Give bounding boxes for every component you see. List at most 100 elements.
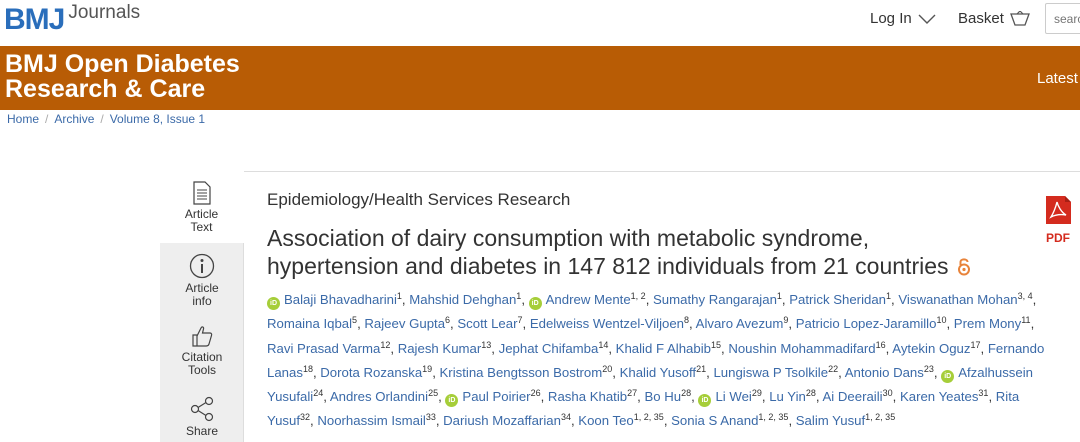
author-affiliation-sup[interactable]: 27 [627, 388, 638, 399]
orcid-icon[interactable]: iD [698, 394, 712, 408]
login-button[interactable]: Log In [870, 10, 936, 27]
author-affiliation-sup[interactable]: 1, 2, 35 [633, 412, 664, 423]
author-name-link[interactable]: Viswanathan Mohan [898, 292, 1018, 307]
author-name-link[interactable]: Andres Orlandini [329, 389, 429, 405]
author-name-link[interactable]: Paul Poirier [462, 389, 531, 405]
author-affiliation-sup[interactable]: 21 [696, 363, 707, 374]
orcid-icon[interactable]: iD [267, 297, 280, 310]
author-name-link[interactable]: Sumathy Rangarajan [653, 292, 777, 307]
author-affiliation-sup[interactable]: 6 [445, 315, 451, 326]
author-affiliation-sup[interactable]: 23 [923, 363, 934, 374]
author-name-link[interactable]: Rajeev Gupta [364, 316, 446, 332]
author-name-link[interactable]: Li Wei [715, 389, 752, 405]
author-affiliation-sup[interactable]: 1, 2 [630, 291, 646, 301]
author-affiliation-sup[interactable]: 8 [684, 315, 690, 326]
author-name-link[interactable]: Rajesh Kumar [397, 340, 482, 356]
breadcrumb-issue[interactable]: Volume 8, Issue 1 [109, 112, 206, 126]
author-affiliation-sup[interactable]: 7 [517, 315, 523, 326]
author-affiliation-sup[interactable]: 14 [598, 339, 609, 350]
author-name-link[interactable]: Romaina Iqbal [267, 316, 353, 332]
author-affiliation-sup[interactable]: 18 [302, 363, 313, 374]
tab-share[interactable]: Share [160, 396, 244, 438]
author-name-link[interactable]: Patrick Sheridan [789, 292, 887, 307]
author-affiliation-sup[interactable]: 25 [428, 388, 439, 399]
author-name-link[interactable]: Khalid F Alhabib [615, 340, 711, 356]
author-affiliation-sup[interactable]: 1, 2, 35 [758, 412, 789, 423]
author-affiliation-sup[interactable]: 32 [300, 412, 311, 423]
author-affiliation-sup[interactable]: 20 [602, 363, 613, 374]
author-affiliation-sup[interactable]: 1 [886, 291, 892, 301]
author-name-link[interactable]: Noorhassim Ismail [317, 413, 426, 429]
author-name-link[interactable]: Rasha Khatib [547, 389, 628, 405]
latest-content-link[interactable]: Latest c [1037, 70, 1080, 87]
author-affiliation-sup[interactable]: 28 [805, 388, 816, 399]
author-affiliation-sup[interactable]: 1 [776, 291, 782, 301]
author-affiliation-sup[interactable]: 1, 2, 35 [865, 412, 896, 423]
author-name-link[interactable]: Karen Yeates [899, 389, 979, 405]
author-affiliation-sup[interactable]: 9 [783, 315, 789, 326]
search-input[interactable] [1045, 3, 1080, 34]
author-affiliation-sup[interactable]: 5 [352, 315, 358, 326]
author-affiliation-sup[interactable]: 16 [875, 339, 886, 350]
author-affiliation-sup[interactable]: 17 [970, 339, 981, 350]
orcid-icon[interactable]: iD [941, 369, 955, 383]
author-affiliation-sup[interactable]: 31 [978, 388, 989, 399]
author-name-link[interactable]: Jephat Chifamba [498, 340, 599, 356]
author-name-link[interactable]: Sonia S Anand [671, 413, 759, 429]
breadcrumb-archive[interactable]: Archive [54, 112, 95, 126]
orcid-icon[interactable]: iD [445, 394, 459, 408]
author-separator: , [491, 340, 499, 356]
author-affiliation-sup[interactable]: 12 [380, 339, 391, 350]
author-affiliation-sup[interactable]: 24 [313, 388, 324, 399]
author-name-link[interactable]: Dorota Rozanska [320, 364, 423, 380]
author-affiliation-sup[interactable]: 28 [681, 388, 692, 399]
tab-article-info[interactable]: Article info [160, 253, 244, 308]
author-name-link[interactable]: Rita Yusuf [267, 389, 1020, 429]
author-affiliation-sup[interactable]: 26 [530, 388, 541, 399]
author-affiliation-sup[interactable]: 1 [516, 291, 522, 301]
author-affiliation-sup[interactable]: 29 [751, 388, 762, 399]
author-name-link[interactable]: Aytekin Oguz [892, 340, 971, 356]
author-affiliation-sup[interactable]: 11 [1021, 315, 1031, 326]
author-affiliation-sup[interactable]: 13 [481, 339, 492, 350]
author-name-link[interactable]: Prem Mony [953, 316, 1022, 332]
download-pdf-button[interactable]: PDF [1043, 195, 1073, 245]
author-name-link[interactable]: Balaji Bhavadharini [284, 292, 397, 307]
bmj-journals-logo[interactable]: BMJ Journals [4, 2, 140, 38]
author-affiliation-sup[interactable]: 10 [936, 315, 947, 326]
author-name-link[interactable]: Mahshid Dehghan [409, 292, 517, 307]
basket-button[interactable]: Basket [958, 10, 1030, 27]
author-affiliation-sup[interactable]: 19 [422, 363, 433, 374]
journal-title[interactable]: BMJ Open Diabetes Research & Care [5, 52, 240, 102]
author-name-link[interactable]: Koon Teo [578, 413, 634, 429]
author-name-link[interactable]: Andrew Mente [545, 292, 631, 307]
author-name-link[interactable]: Patricio Lopez-Jaramillo [795, 316, 937, 332]
author-name-link[interactable]: Afzalhussein Yusufali [267, 364, 1033, 405]
author-affiliation-sup[interactable]: 34 [560, 412, 571, 423]
author-name-link[interactable]: Edelweiss Wentzel-Viljoen [529, 316, 685, 332]
tab-article-text[interactable]: Article Text [160, 171, 244, 243]
breadcrumb-home[interactable]: Home [7, 112, 40, 126]
author-name-link[interactable]: Salim Yusuf [795, 413, 866, 429]
author-affiliation-sup[interactable]: 33 [425, 412, 436, 423]
author-name-link[interactable]: Noushin Mohammadifard [728, 340, 876, 356]
orcid-icon[interactable]: iD [528, 297, 542, 310]
author-affiliation-sup[interactable]: 30 [882, 388, 893, 399]
author-name-link[interactable]: Bo Hu [644, 389, 682, 405]
author-name-link[interactable]: Lungiswa P Tsolkile [713, 364, 829, 380]
author-name-link[interactable]: Alvaro Avezum [695, 316, 784, 332]
author-name-link[interactable]: Lu Yin [769, 389, 806, 405]
author-name-link[interactable]: Scott Lear [457, 316, 518, 332]
author-affiliation-sup[interactable]: 1 [396, 291, 402, 301]
author-name-link[interactable]: Fernando Lanas [267, 340, 1045, 380]
author-name-link[interactable]: Khalid Yusoff [619, 364, 697, 380]
author-affiliation-sup[interactable]: 3, 4 [1017, 291, 1033, 301]
tab-citation-tools[interactable]: Citation Tools [160, 324, 244, 377]
author-name-link[interactable]: Ravi Prasad Varma [267, 340, 381, 356]
author-name-link[interactable]: Kristina Bengtsson Bostrom [439, 364, 603, 380]
author-name-link[interactable]: Antonio Dans [844, 364, 924, 380]
author-affiliation-sup[interactable]: 22 [828, 363, 839, 374]
author-affiliation-sup[interactable]: 15 [710, 339, 721, 350]
author-name-link[interactable]: Ai Deeraili [822, 389, 883, 405]
author-name-link[interactable]: Dariush Mozaffarian [443, 413, 561, 429]
